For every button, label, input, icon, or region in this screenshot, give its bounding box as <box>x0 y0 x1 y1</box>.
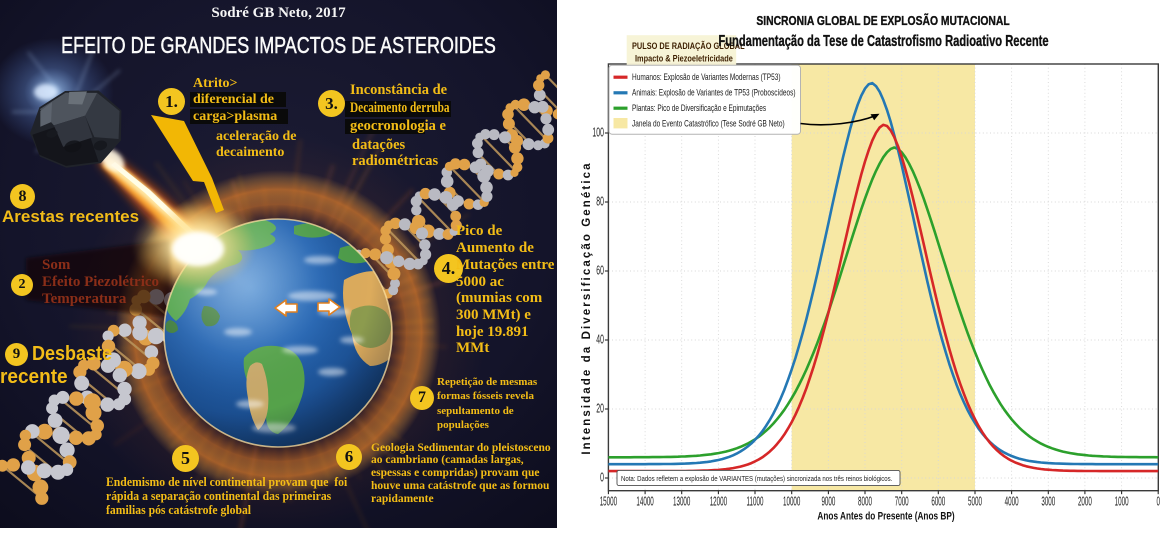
svg-text:Humanos: Explosão de Variantes: Humanos: Explosão de Variantes Modernas … <box>632 72 781 82</box>
svg-text:1000: 1000 <box>1115 495 1129 509</box>
svg-text:5000: 5000 <box>968 495 982 509</box>
svg-text:4000: 4000 <box>1005 495 1019 509</box>
svg-text:0: 0 <box>600 472 604 486</box>
svg-text:13000: 13000 <box>673 495 691 509</box>
svg-text:60: 60 <box>596 265 604 279</box>
svg-text:Intensidade da Diversificação: Intensidade da Diversificação Genética <box>581 161 593 454</box>
svg-text:100: 100 <box>592 127 604 141</box>
svg-text:Fundamentação da Tese de Catas: Fundamentação da Tese de Catastrofismo R… <box>718 32 1049 49</box>
svg-text:3000: 3000 <box>1041 495 1055 509</box>
svg-text:PULSO DE RADIAÇÃO GLOBAL: PULSO DE RADIAÇÃO GLOBAL <box>632 40 745 51</box>
svg-text:Anos Antes do Presente (Anos B: Anos Antes do Presente (Anos BP) <box>817 510 954 522</box>
svg-text:2000: 2000 <box>1078 495 1092 509</box>
svg-text:Animais: Explosão de Variantes: Animais: Explosão de Variantes de TP53 (… <box>632 88 796 98</box>
svg-text:80: 80 <box>596 196 604 210</box>
svg-text:14000: 14000 <box>636 495 654 509</box>
svg-text:10000: 10000 <box>783 495 801 509</box>
svg-text:12000: 12000 <box>710 495 728 509</box>
svg-text:40: 40 <box>596 334 604 348</box>
svg-text:7000: 7000 <box>895 495 909 509</box>
svg-text:Impacto & Piezoeletricidade: Impacto & Piezoeletricidade <box>635 54 733 64</box>
svg-text:9000: 9000 <box>821 495 835 509</box>
svg-text:Plantas: Pico de Diversificaçã: Plantas: Pico de Diversificação e Epimut… <box>632 103 766 113</box>
svg-text:SINCRONIA GLOBAL DE EXPLOSÃO M: SINCRONIA GLOBAL DE EXPLOSÃO MUTACIONAL <box>756 14 1009 28</box>
svg-text:6000: 6000 <box>931 495 945 509</box>
svg-text:Janela do Evento Catastrófico: Janela do Evento Catastrófico (Tese Sodr… <box>632 118 785 128</box>
svg-text:8000: 8000 <box>858 495 872 509</box>
svg-text:11000: 11000 <box>747 495 764 509</box>
svg-text:Nota: Dados refletem a explosã: Nota: Dados refletem a explosão de VARIA… <box>621 475 892 483</box>
svg-text:0: 0 <box>1156 495 1160 509</box>
svg-text:20: 20 <box>596 403 604 417</box>
svg-text:15000: 15000 <box>600 495 618 509</box>
